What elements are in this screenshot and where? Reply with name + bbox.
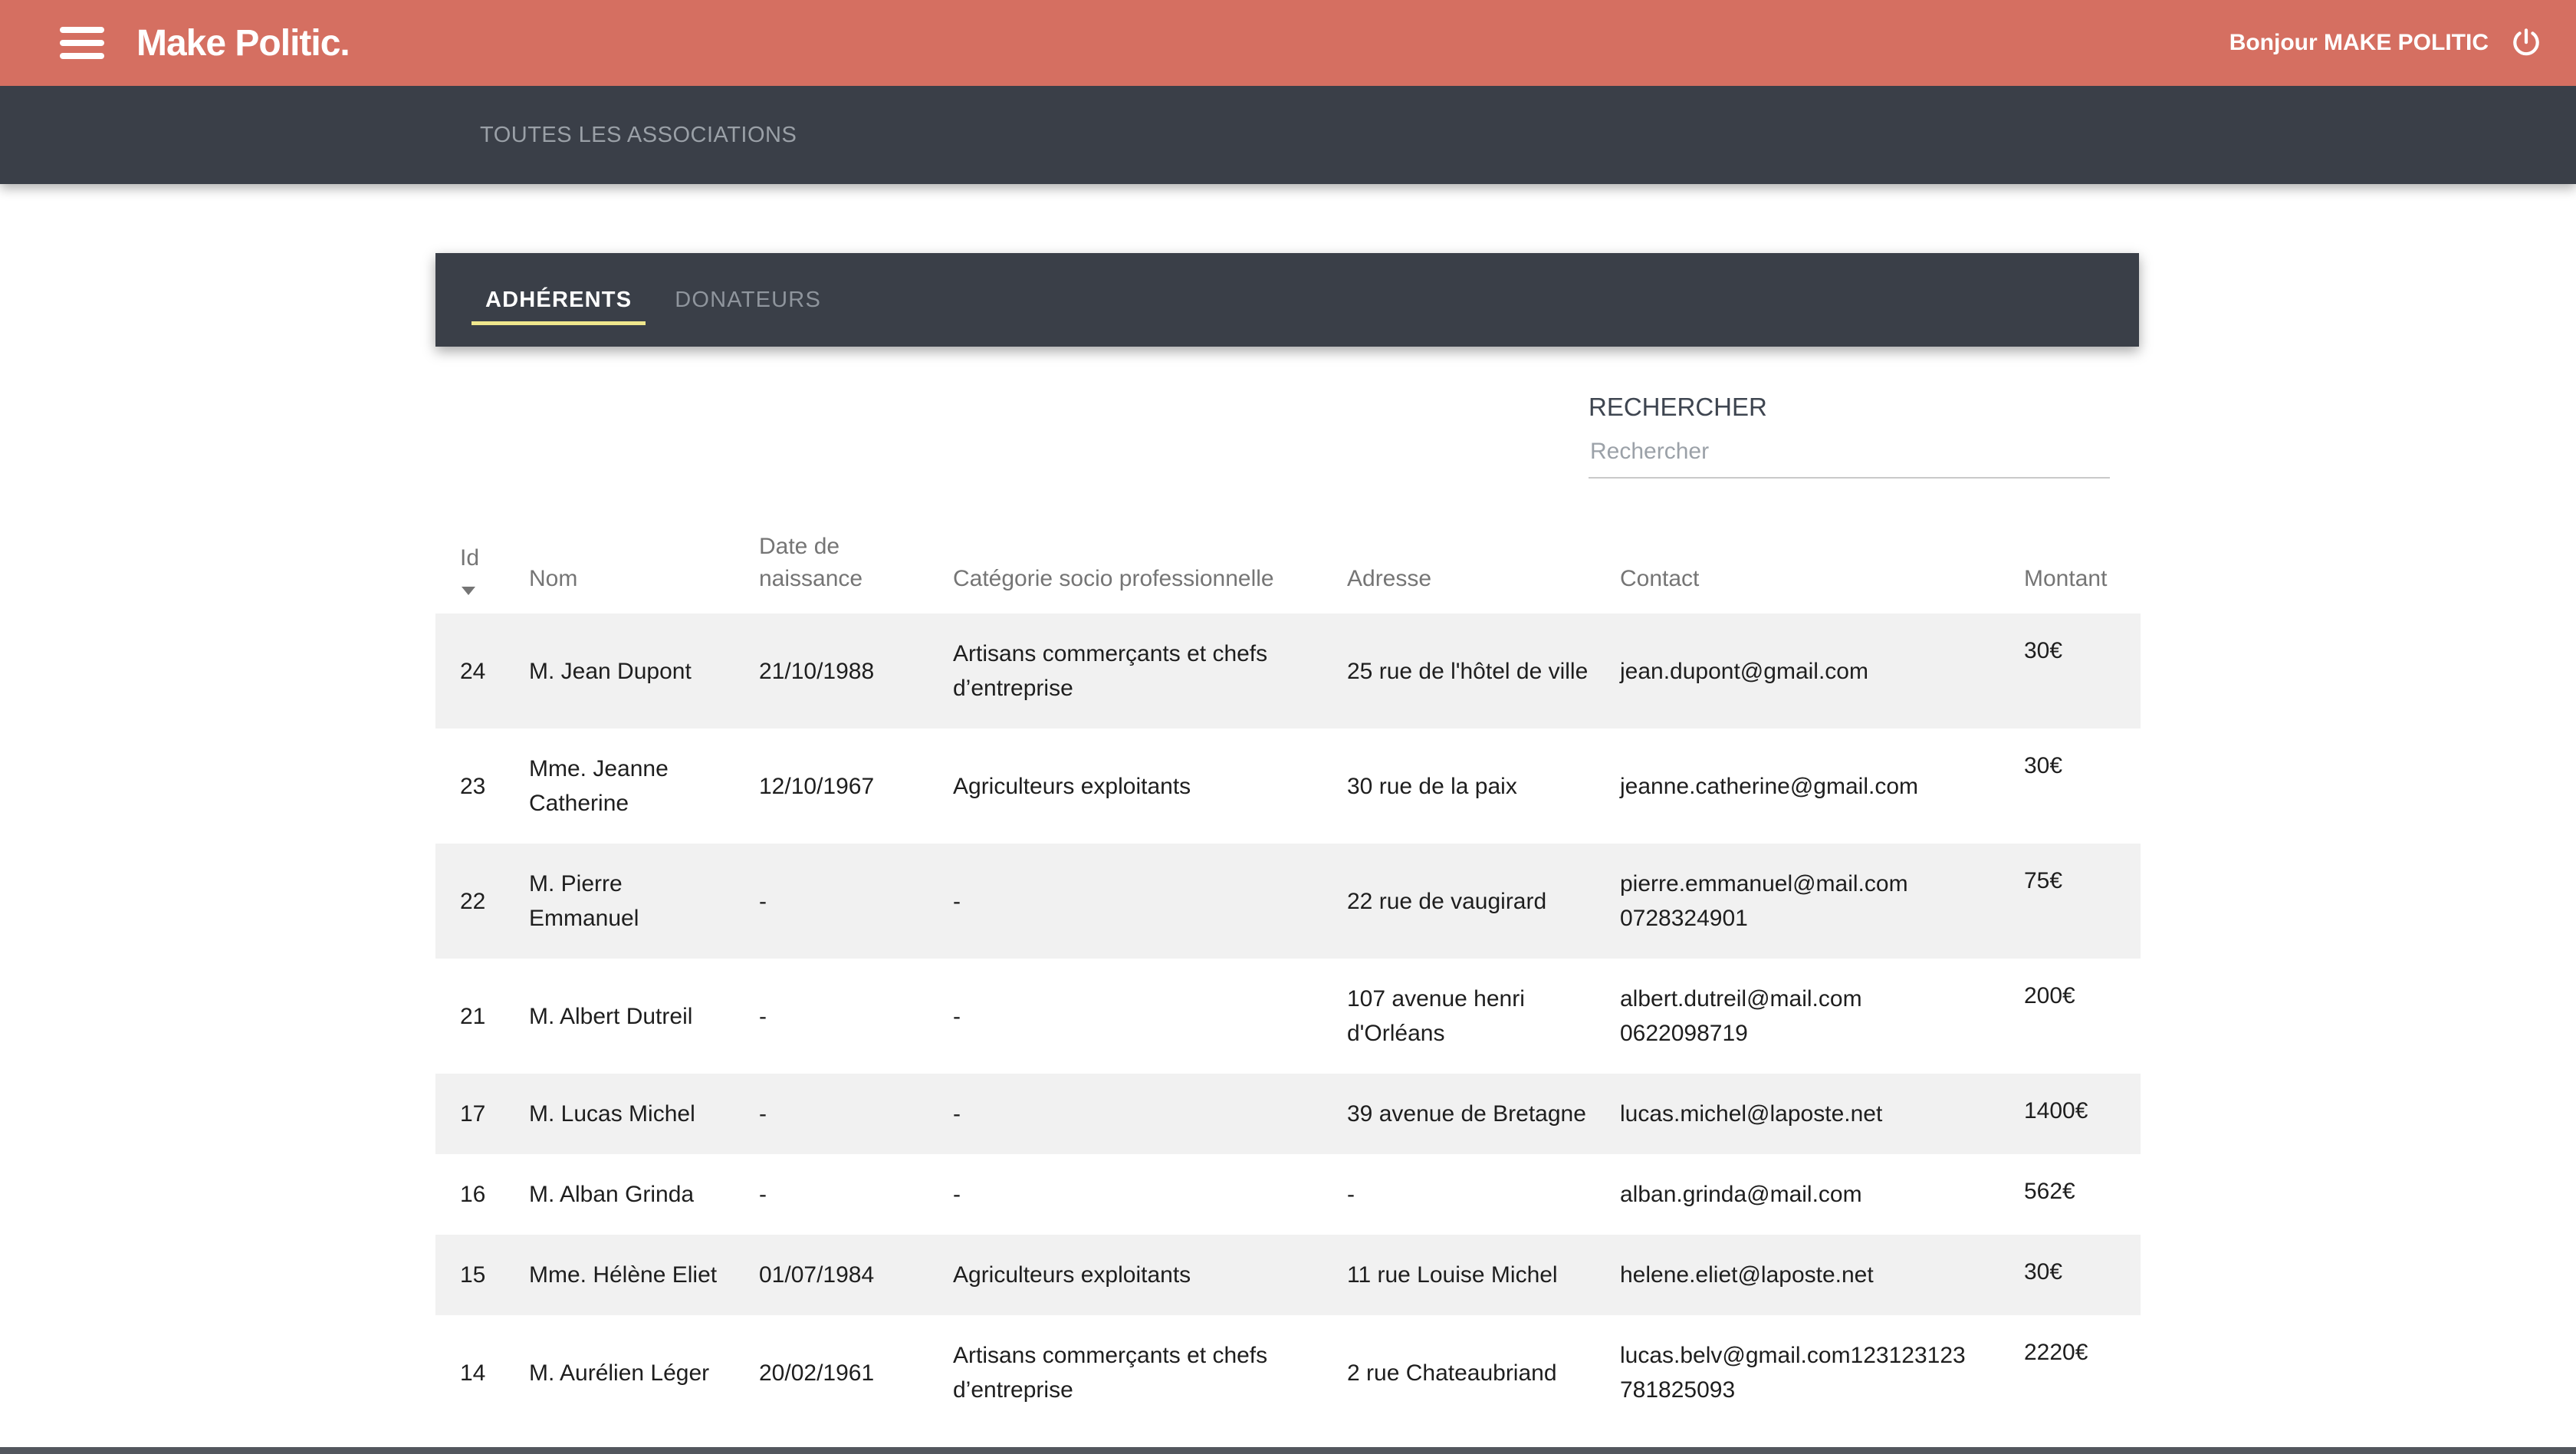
cell-montant: 200€ xyxy=(2024,983,2075,1008)
search-input[interactable] xyxy=(1589,439,2110,479)
menu-icon[interactable] xyxy=(60,27,104,59)
column-header-naissance[interactable]: Date de naissance xyxy=(759,534,863,591)
cell-nom: M. Jean Dupont xyxy=(529,658,692,684)
brand-logo[interactable]: Make Politic. xyxy=(136,22,350,64)
table-row[interactable]: 16 M. Alban Grinda - - - alban.grinda@ma… xyxy=(435,1154,2141,1235)
tab-adherents-label: ADHÉRENTS xyxy=(485,287,632,312)
cell-contact: lucas.michel@laposte.net xyxy=(1620,1101,1883,1127)
cell-id: 22 xyxy=(460,888,486,914)
cell-adresse: 107 avenue henri d'Orléans xyxy=(1347,986,1525,1046)
search-label: RECHERCHER xyxy=(1589,393,1767,421)
cell-contact: alban.grinda@mail.com xyxy=(1620,1182,1862,1207)
cell-montant: 2220€ xyxy=(2024,1340,2088,1365)
logout-button[interactable] xyxy=(2510,27,2542,59)
cell-id: 17 xyxy=(460,1101,486,1127)
table-row[interactable]: 24 M. Jean Dupont 21/10/1988 Artisans co… xyxy=(435,614,2141,729)
cell-categorie: - xyxy=(953,888,961,914)
table-row[interactable]: 14 M. Aurélien Léger 20/02/1961 Artisans… xyxy=(435,1315,2141,1430)
column-header-id[interactable]: Id xyxy=(435,529,514,614)
tab-donateurs-label: DONATEURS xyxy=(675,287,821,312)
cell-nom: M. Alban Grinda xyxy=(529,1182,695,1207)
cell-naissance: - xyxy=(759,1101,767,1127)
cell-contact: albert.dutreil@mail.com 0622098719 xyxy=(1620,986,1862,1046)
table-row[interactable]: 15 Mme. Hélène Eliet 01/07/1984 Agricult… xyxy=(435,1235,2141,1315)
cell-naissance: - xyxy=(759,888,767,914)
cell-categorie: - xyxy=(953,1182,961,1207)
cell-contact: lucas.belv@gmail.com123123123 781825093 xyxy=(1620,1343,1966,1403)
column-header-adresse[interactable]: Adresse xyxy=(1347,566,1432,591)
cell-id: 24 xyxy=(460,658,486,684)
cell-nom: M. Aurélien Léger xyxy=(529,1360,710,1386)
cell-contact: helene.eliet@laposte.net xyxy=(1620,1262,1874,1288)
table-row[interactable]: 23 Mme. Jeanne Catherine 12/10/1967 Agri… xyxy=(435,729,2141,844)
tab-bar: ADHÉRENTS DONATEURS xyxy=(435,253,2139,347)
subnav-bar: TOUTES LES ASSOCIATIONS xyxy=(0,86,2576,184)
cell-montant: 75€ xyxy=(2024,868,2063,893)
cell-adresse: - xyxy=(1347,1182,1355,1207)
cell-adresse: 39 avenue de Bretagne xyxy=(1347,1101,1586,1127)
cell-adresse: 22 rue de vaugirard xyxy=(1347,888,1547,914)
cell-id: 16 xyxy=(460,1182,486,1207)
cell-nom: M. Lucas Michel xyxy=(529,1101,695,1127)
cell-montant: 562€ xyxy=(2024,1179,2075,1204)
cell-contact: jean.dupont@gmail.com xyxy=(1620,658,1868,684)
menu-bar xyxy=(60,27,104,33)
cell-categorie: - xyxy=(953,1101,961,1127)
cell-adresse: 2 rue Chateaubriand xyxy=(1347,1360,1557,1386)
menu-bar xyxy=(60,53,104,59)
cell-adresse: 30 rue de la paix xyxy=(1347,773,1517,799)
cell-naissance: - xyxy=(759,1182,767,1207)
cell-naissance: 12/10/1967 xyxy=(759,773,875,799)
column-header-montant[interactable]: Montant xyxy=(2024,566,2108,591)
horizontal-scrollbar[interactable] xyxy=(0,1447,2576,1454)
cell-montant: 30€ xyxy=(2024,638,2063,663)
cell-id: 14 xyxy=(460,1360,486,1386)
power-icon xyxy=(2513,28,2539,56)
cell-categorie: Artisans commerçants et chefs d’entrepri… xyxy=(953,1343,1268,1403)
cell-nom: Mme. Hélène Eliet xyxy=(529,1262,718,1288)
sort-desc-icon xyxy=(462,587,475,595)
members-table: Id Nom Date de naissance Catégorie socio… xyxy=(435,529,2141,1430)
cell-categorie: Artisans commerçants et chefs d’entrepri… xyxy=(953,641,1268,701)
cell-naissance: 21/10/1988 xyxy=(759,658,875,684)
cell-adresse: 25 rue de l'hôtel de ville xyxy=(1347,658,1589,684)
cell-montant: 30€ xyxy=(2024,753,2063,778)
cell-naissance: - xyxy=(759,1003,767,1029)
cell-contact: jeanne.catherine@gmail.com xyxy=(1620,773,1918,799)
column-header-nom[interactable]: Nom xyxy=(529,566,578,591)
app-header: Make Politic. Bonjour MAKE POLITIC xyxy=(0,0,2576,86)
table-header-row: Id Nom Date de naissance Catégorie socio… xyxy=(435,529,2141,614)
cell-adresse: 11 rue Louise Michel xyxy=(1347,1262,1558,1288)
active-tab-underline xyxy=(472,321,646,325)
menu-bar xyxy=(60,40,104,46)
cell-categorie: - xyxy=(953,1003,961,1029)
table-row[interactable]: 22 M. Pierre Emmanuel - - 22 rue de vaug… xyxy=(435,844,2141,959)
cell-nom: M. Pierre Emmanuel xyxy=(529,871,639,931)
cell-id: 21 xyxy=(460,1003,486,1029)
breadcrumb-associations[interactable]: TOUTES LES ASSOCIATIONS xyxy=(480,122,797,147)
cell-categorie: Agriculteurs exploitants xyxy=(953,773,1191,799)
cell-categorie: Agriculteurs exploitants xyxy=(953,1262,1191,1288)
cell-nom: Mme. Jeanne Catherine xyxy=(529,756,669,816)
cell-contact: pierre.emmanuel@mail.com 0728324901 xyxy=(1620,871,1908,931)
table-row[interactable]: 21 M. Albert Dutreil - - 107 avenue henr… xyxy=(435,959,2141,1074)
cell-nom: M. Albert Dutreil xyxy=(529,1003,693,1029)
column-header-categorie[interactable]: Catégorie socio professionnelle xyxy=(953,566,1274,591)
cell-montant: 30€ xyxy=(2024,1259,2063,1285)
column-header-contact[interactable]: Contact xyxy=(1620,566,1700,591)
cell-naissance: 20/02/1961 xyxy=(759,1360,875,1386)
cell-id: 15 xyxy=(460,1262,486,1288)
table-row[interactable]: 17 M. Lucas Michel - - 39 avenue de Bret… xyxy=(435,1074,2141,1154)
cell-montant: 1400€ xyxy=(2024,1098,2088,1123)
cell-id: 23 xyxy=(460,773,486,799)
user-greeting: Bonjour MAKE POLITIC xyxy=(2229,30,2489,55)
cell-naissance: 01/07/1984 xyxy=(759,1262,875,1288)
tab-donateurs[interactable]: DONATEURS xyxy=(661,253,835,347)
tab-adherents[interactable]: ADHÉRENTS xyxy=(472,253,646,347)
